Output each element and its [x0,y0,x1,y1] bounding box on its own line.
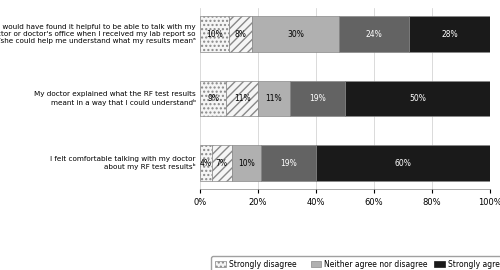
Bar [200,145,211,181]
Bar [316,145,490,181]
Bar [339,16,409,52]
Text: 10%: 10% [206,29,223,39]
Bar [232,145,261,181]
Bar [345,81,490,116]
Text: 10%: 10% [238,158,255,168]
Text: 30%: 30% [288,29,304,39]
Text: 50%: 50% [409,94,426,103]
Text: 11%: 11% [266,94,282,103]
Text: 28%: 28% [441,29,458,39]
Text: 9%: 9% [207,94,219,103]
Legend: Strongly disagree, Somewhat disagree, Neither agree nor disagree, Somewhat agree: Strongly disagree, Somewhat disagree, Ne… [211,256,500,270]
Text: 11%: 11% [234,94,250,103]
Bar [229,16,252,52]
Text: 19%: 19% [309,94,326,103]
Text: 24%: 24% [366,29,382,39]
Text: 19%: 19% [280,158,297,168]
Bar [212,145,232,181]
Bar [252,16,339,52]
Text: 4%: 4% [200,158,212,168]
Bar [200,16,229,52]
Bar [290,81,345,116]
Bar [258,81,290,116]
Bar [200,81,226,116]
Bar [226,81,258,116]
Text: 7%: 7% [216,158,228,168]
Bar [261,145,316,181]
Text: 60%: 60% [394,158,411,168]
Bar [409,16,490,52]
Text: 8%: 8% [234,29,246,39]
